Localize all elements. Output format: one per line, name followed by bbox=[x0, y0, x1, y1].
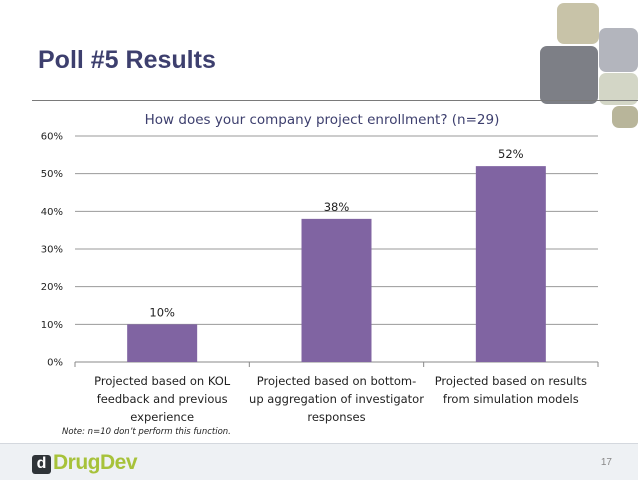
y-tick-label: 30% bbox=[41, 245, 63, 256]
decor-tile-3 bbox=[540, 46, 598, 104]
data-label: 52% bbox=[498, 147, 524, 161]
bar bbox=[301, 218, 372, 362]
category-label: up aggregation of investigator bbox=[249, 392, 424, 406]
drugdev-logo-icon: d bbox=[32, 455, 51, 474]
y-tick-label: 50% bbox=[41, 169, 63, 180]
y-tick-label: 40% bbox=[41, 207, 63, 218]
bar bbox=[127, 324, 198, 362]
data-label: 10% bbox=[149, 305, 175, 319]
data-label: 38% bbox=[324, 200, 350, 214]
category-label: Projected based on bottom- bbox=[257, 374, 416, 388]
y-tick-label: 60% bbox=[41, 132, 63, 143]
footnote: Note: n=10 don’t perform this function. bbox=[62, 427, 231, 437]
page-number: 17 bbox=[600, 457, 612, 468]
bar-chart: How does your company project enrollment… bbox=[41, 112, 599, 424]
decor-tile-5 bbox=[612, 106, 638, 128]
category-label: from simulation models bbox=[443, 392, 579, 406]
slide-title: Poll #5 Results bbox=[38, 46, 216, 74]
bar bbox=[475, 166, 546, 362]
decor-tile-4 bbox=[599, 73, 638, 105]
footer-bar bbox=[0, 443, 638, 480]
decor-tile-1 bbox=[557, 3, 599, 44]
chart-title: How does your company project enrollment… bbox=[145, 112, 500, 128]
y-tick-label: 0% bbox=[47, 358, 63, 369]
category-label: Projected based on KOL bbox=[94, 374, 231, 388]
title-divider bbox=[32, 100, 638, 101]
category-label: responses bbox=[307, 410, 365, 424]
y-tick-label: 20% bbox=[41, 282, 63, 293]
y-tick-label: 10% bbox=[41, 320, 63, 331]
category-label: feedback and previous bbox=[97, 392, 228, 406]
category-label: experience bbox=[130, 410, 194, 424]
decor-tile-2 bbox=[599, 28, 638, 72]
category-label: Projected based on results bbox=[435, 374, 587, 388]
drugdev-logo-text: DrugDev bbox=[53, 451, 138, 474]
